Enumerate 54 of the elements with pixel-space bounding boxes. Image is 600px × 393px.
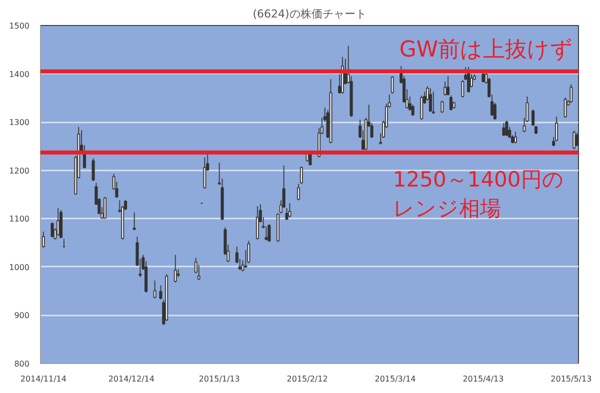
y-tick-label: 1400 [9,70,30,79]
candlestick [300,166,303,184]
candlestick [564,96,567,118]
candlestick [572,130,576,150]
y-tick-label: 1100 [9,214,30,224]
candlestick [256,206,259,240]
y-tick-label: 1500 [9,22,30,30]
candlestick [554,116,558,142]
y-tick-label: 800 [14,360,30,368]
candlestick [174,254,177,283]
candlestick [482,72,485,83]
candlestick [570,84,573,104]
candlestick [420,95,424,120]
candlestick [532,109,535,126]
candlestick [502,122,506,137]
candlestick [428,88,432,112]
candlestick [514,131,517,144]
x-tick-label: 2015/3/14 [374,374,416,384]
candlestick [440,100,444,114]
candlestick [50,222,54,238]
y-tick-label: 1300 [9,118,30,128]
candlestick [390,76,394,94]
candlestick [470,74,474,88]
candlestick [56,208,60,236]
x-tick-label: 2015/4/13 [462,374,504,384]
candlestick [92,158,95,182]
candlestick [444,81,447,96]
annotation: GW前は上抜けず [399,38,574,63]
x-tick-label: 2014/11/14 [20,374,66,384]
x-tick-label: 2015/1/13 [198,374,240,384]
candlestick [505,120,508,137]
candlestick [432,91,435,114]
chart-title: (6624)の株価チャート [252,8,366,20]
candlestick [268,224,271,242]
candlestick [461,80,464,98]
candlestick [42,231,45,248]
candlestick [103,196,107,220]
x-tick-label: 2014/12/14 [108,374,154,384]
candlestick [449,95,452,111]
candlestick [159,284,162,300]
annotation: 1250～1400円のレンジ相場 [392,167,564,220]
candlestick [446,76,450,96]
x-tick-label: 2015/5/13 [550,374,592,384]
y-tick-label: 1200 [9,166,30,176]
candlestick [247,240,250,264]
candlestick [296,183,300,201]
candlestick [197,264,200,280]
candlestick [132,212,136,231]
candlestick [203,156,206,190]
y-tick-label: 900 [14,311,30,320]
candlestick [264,226,268,241]
x-tick-label: 2015/2/12 [286,374,328,384]
y-tick-label: 1000 [9,262,30,272]
candlestick [153,280,156,299]
